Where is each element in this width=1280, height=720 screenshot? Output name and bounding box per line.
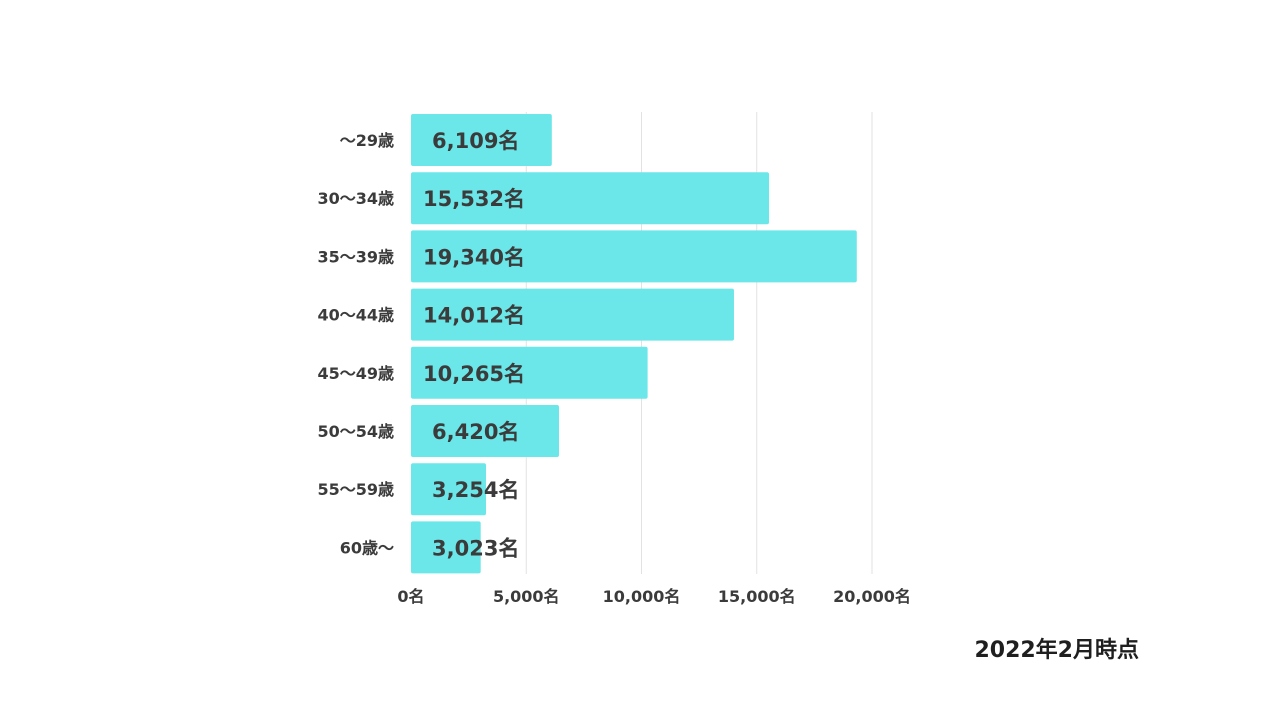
category-label-3: 40〜44歳 [317, 306, 394, 325]
bars [411, 114, 857, 574]
x-tick-label-0: 0名 [397, 587, 424, 606]
value-label-5: 6,420名 [432, 420, 519, 444]
value-label-3: 14,012名 [423, 304, 525, 328]
bar-4 [411, 346, 648, 399]
bar-0 [411, 114, 552, 166]
value-label-7: 3,023名 [432, 536, 519, 560]
x-tick-label-1: 5,000名 [493, 587, 560, 606]
category-label-5: 50〜54歳 [317, 422, 394, 441]
x-tick-label-2: 10,000名 [603, 587, 681, 606]
x-axis-tick-labels: 0名 5,000名 10,000名 15,000名 20,000名 [397, 587, 910, 606]
bar-1 [411, 172, 770, 225]
category-label-6: 55〜59歳 [317, 480, 394, 499]
x-tick-label-3: 15,000名 [718, 587, 796, 606]
category-label-7: 60歳〜 [340, 538, 394, 557]
bar-6 [411, 463, 487, 516]
value-labels: 6,109名 15,532名 19,340名 14,012名 10,265名 6,420名… [423, 129, 525, 560]
bar-3 [411, 288, 734, 341]
category-label-0: 〜29歳 [340, 131, 394, 150]
value-label-4: 10,265名 [423, 362, 525, 386]
value-label-1: 15,532名 [423, 187, 525, 211]
category-label-4: 45〜49歳 [317, 364, 394, 383]
x-tick-label-4: 20,000名 [833, 587, 911, 606]
date-note: 2022年2月時点 [974, 638, 1139, 663]
value-label-6: 3,254名 [432, 478, 519, 502]
value-label-2: 19,340名 [423, 245, 525, 269]
value-label-0: 6,109名 [432, 129, 519, 153]
bar-2 [411, 230, 857, 283]
category-labels: 〜29歳 30〜34歳 35〜39歳 40〜44歳 45〜49歳 50〜54歳 55〜59歳… [317, 131, 394, 557]
bar-5 [411, 405, 559, 457]
bar-7 [411, 521, 481, 574]
category-label-2: 35〜39歳 [317, 247, 394, 266]
category-label-1: 30〜34歳 [317, 189, 394, 208]
